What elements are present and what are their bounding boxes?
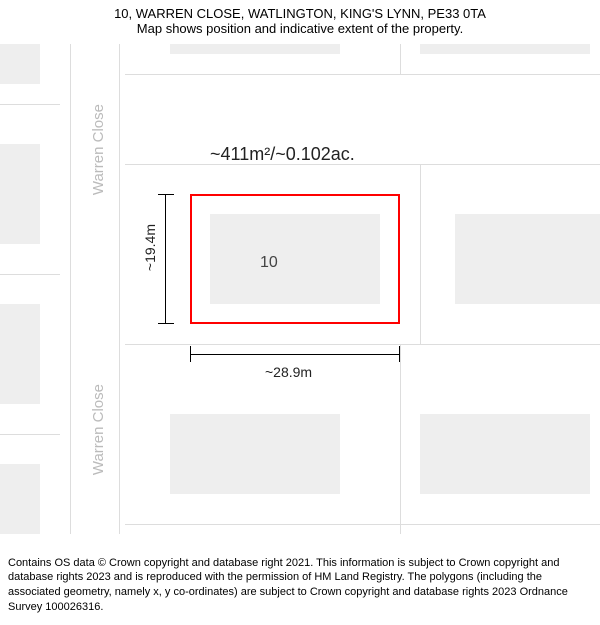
building-footprint [0,464,40,534]
building-footprint [420,414,590,494]
parcel-boundary [125,344,600,345]
building-footprint [455,214,600,304]
area-label: ~411m²/~0.102ac. [210,144,355,165]
dim-v-tick [158,194,174,195]
parcel-boundary [420,164,421,344]
parcel-boundary [0,434,60,435]
parcel-boundary [0,274,60,275]
dim-h-tick [399,346,400,362]
road-label: Warren Close [90,104,107,195]
parcel-boundary [125,524,600,525]
page-title: 10, WARREN CLOSE, WATLINGTON, KING'S LYN… [10,6,590,21]
dim-v-label: ~19.4m [142,224,158,271]
building-footprint [420,44,590,54]
map-canvas: Warren Close Warren Close 10 ~411m²/~0.102a… [0,44,600,534]
road-label: Warren Close [90,384,107,475]
building-footprint [170,44,340,54]
building-footprint [0,144,40,244]
dim-h-tick [190,346,191,362]
building-footprint [0,44,40,84]
parcel-boundary [0,104,60,105]
page-subtitle: Map shows position and indicative extent… [10,21,590,36]
parcel-boundary [125,74,600,75]
highlight-parcel [190,194,400,324]
parcel-boundary [125,164,600,165]
building-footprint [0,304,40,404]
dim-v-tick [158,323,174,324]
dim-h-label: ~28.9m [265,364,312,380]
building-footprint [170,414,340,494]
footer-attribution: Contains OS data © Crown copyright and d… [0,550,600,625]
highlight-house-number: 10 [260,254,278,272]
parcel-boundary [400,44,401,74]
header: 10, WARREN CLOSE, WATLINGTON, KING'S LYN… [0,0,600,38]
dim-h-line [190,354,400,355]
dim-v-line [165,194,166,324]
parcel-boundary [400,344,401,534]
